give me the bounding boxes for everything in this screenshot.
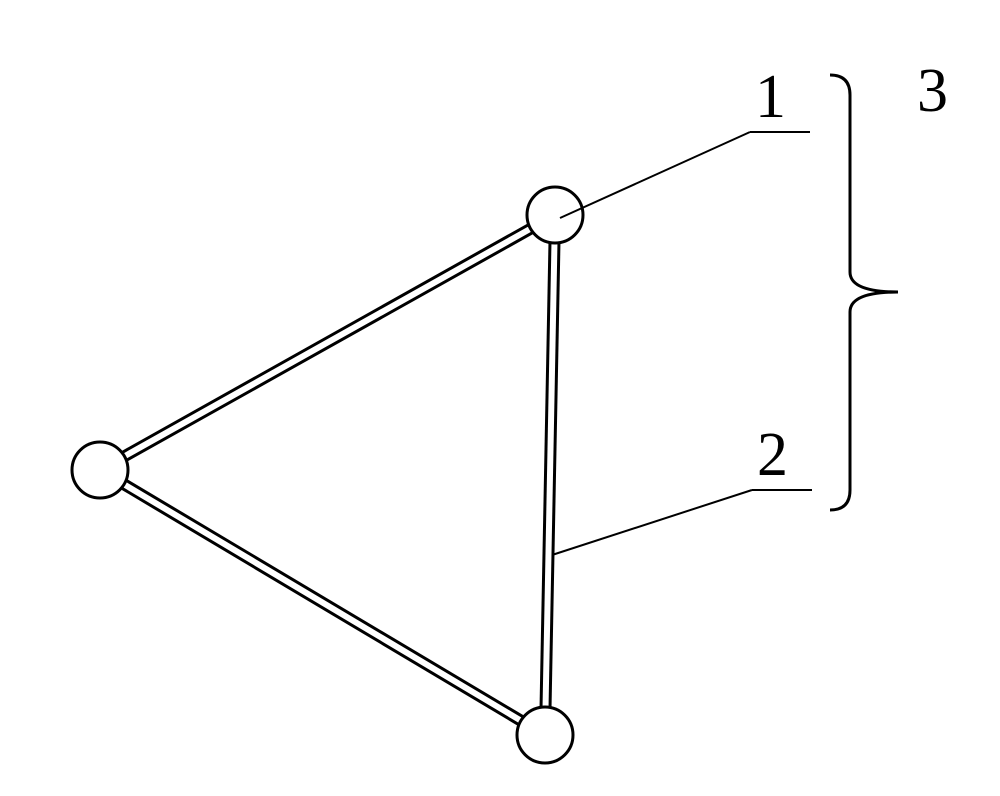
node-circle [517, 707, 573, 763]
edge-line [541, 243, 550, 707]
edge-line [550, 243, 559, 707]
node-circle [527, 187, 583, 243]
label-3: 3 [917, 56, 948, 127]
brace [830, 75, 898, 510]
edge-line [126, 480, 523, 716]
edge-line [127, 233, 533, 461]
label-1: 1 [755, 62, 786, 133]
leader-diagonal [552, 490, 752, 555]
label-2: 2 [757, 420, 788, 491]
diagram-canvas [0, 0, 1000, 796]
leader-diagonal [560, 132, 750, 218]
node-circle [72, 442, 128, 498]
edge-line [122, 488, 519, 724]
edge-line [122, 225, 528, 453]
